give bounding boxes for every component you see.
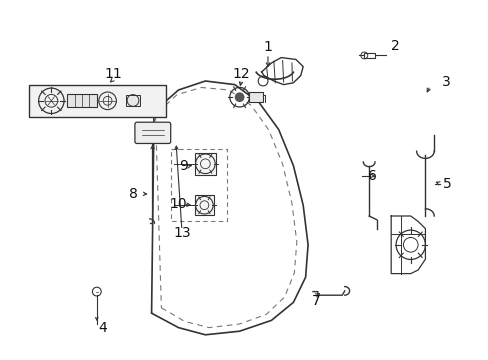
Text: 3: 3 (441, 75, 449, 89)
Text: 1: 1 (263, 40, 272, 54)
Bar (29, 85, 166, 117)
Bar (364, 53, 374, 58)
Text: 10: 10 (169, 198, 187, 211)
Text: 9: 9 (179, 159, 188, 173)
Text: 12: 12 (232, 67, 250, 81)
Text: 4: 4 (98, 321, 107, 334)
Bar (194, 153, 216, 175)
Bar (249, 92, 263, 102)
Circle shape (234, 92, 244, 102)
Text: 7: 7 (311, 294, 320, 307)
Bar (126, 95, 140, 106)
FancyBboxPatch shape (135, 122, 170, 144)
Text: 11: 11 (104, 67, 122, 81)
Bar (194, 195, 214, 215)
Bar (67, 94, 97, 107)
Text: 6: 6 (367, 169, 376, 183)
Text: 5: 5 (442, 177, 451, 190)
Text: 8: 8 (129, 187, 138, 201)
Text: 13: 13 (173, 226, 190, 240)
Text: 2: 2 (390, 39, 399, 53)
